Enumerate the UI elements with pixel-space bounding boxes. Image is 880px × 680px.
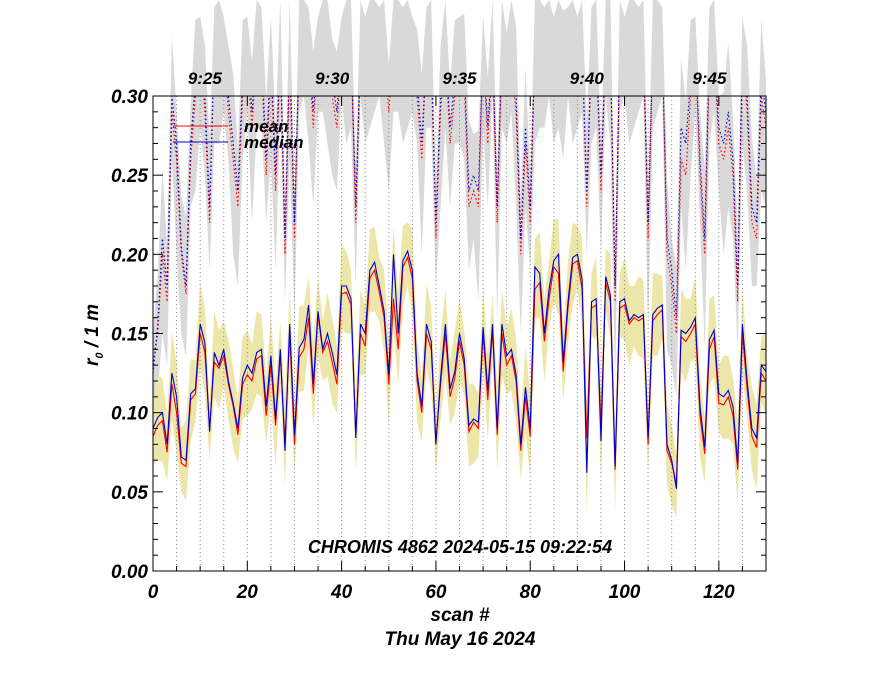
x-axis-label: scan #	[430, 605, 490, 626]
y-axis-label-symbol: r	[82, 357, 103, 366]
top-time-label: 9:40	[570, 69, 605, 88]
legend: mean median	[173, 117, 304, 152]
top-time-label: 9:25	[188, 69, 223, 88]
y-tick-label: 0.20	[111, 245, 148, 266]
chart-title: CHROMIS 4862 2024-05-15 09:22:54	[308, 537, 612, 557]
top-time-label: 9:35	[442, 69, 477, 88]
y-axis-label-unit: / 1 m	[82, 304, 103, 353]
y-axis-label: r0 / 1 m	[82, 304, 106, 366]
x-tick-label: 0	[148, 582, 159, 603]
data-series-lines	[153, 249, 766, 489]
svg-text:r0 / 1 m: r0 / 1 m	[82, 304, 106, 366]
legend-median-label: median	[244, 133, 304, 152]
upper-band-area	[153, 0, 766, 405]
x-tick-label: 100	[609, 582, 641, 603]
x-axis-date-label: Thu May 16 2024	[384, 629, 535, 650]
x-tick-label: 120	[703, 582, 735, 603]
top-time-label: 9:30	[315, 69, 350, 88]
axes: 0 20 40 60 80 100 120 0.00 0.05 0.10 0.15 0.20 0.25 0…	[111, 69, 767, 603]
x-tick-label: 40	[330, 582, 353, 603]
y-tick-label: 0.25	[111, 166, 148, 187]
y-axis-label-subscript: 0	[94, 352, 106, 359]
x-tick-label: 80	[520, 582, 542, 603]
y-tick-label: 0.00	[111, 562, 148, 583]
y-tick-label: 0.15	[111, 325, 148, 346]
top-time-label: 9:45	[692, 69, 727, 88]
x-tick-label: 20	[236, 582, 259, 603]
x-tick-label: 60	[425, 582, 447, 603]
y-tick-label: 0.30	[111, 87, 148, 108]
legend-mean-label: mean	[244, 117, 288, 136]
y-tick-label: 0.10	[111, 404, 148, 425]
median-line	[153, 249, 766, 489]
upper-spread-band	[153, 0, 766, 405]
y-tick-label: 0.05	[111, 483, 148, 504]
